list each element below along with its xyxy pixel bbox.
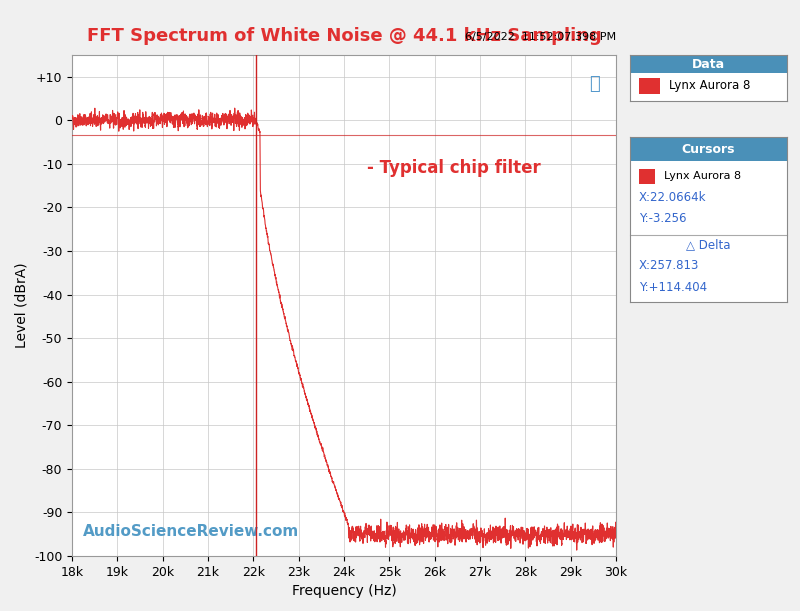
X-axis label: Frequency (Hz): Frequency (Hz)	[292, 584, 396, 598]
Text: 6/5/2022  11:52:07.398 PM: 6/5/2022 11:52:07.398 PM	[465, 32, 616, 42]
Text: Data: Data	[692, 57, 725, 71]
Text: Y:+114.404: Y:+114.404	[639, 281, 707, 294]
Text: Lynx Aurora 8: Lynx Aurora 8	[664, 171, 742, 181]
Bar	[630, 55, 787, 73]
Text: - Typical chip filter: - Typical chip filter	[366, 159, 541, 177]
Text: Y:-3.256: Y:-3.256	[639, 211, 686, 225]
Text: X:22.0664k: X:22.0664k	[639, 191, 706, 204]
Bar	[639, 78, 659, 94]
Text: Lynx Aurora 8: Lynx Aurora 8	[669, 79, 750, 92]
Title: FFT Spectrum of White Noise @ 44.1 kHz Sampling: FFT Spectrum of White Noise @ 44.1 kHz S…	[86, 27, 602, 45]
Text: Cursors: Cursors	[682, 143, 735, 156]
Text: △ Delta: △ Delta	[686, 238, 730, 251]
Text: X:257.813: X:257.813	[639, 260, 699, 273]
Bar	[630, 137, 787, 161]
Text: AudioScienceReview.com: AudioScienceReview.com	[83, 524, 299, 539]
Text: Ⓐ: Ⓐ	[589, 75, 600, 93]
Y-axis label: Level (dBrA): Level (dBrA)	[14, 263, 28, 348]
Bar	[639, 169, 655, 184]
